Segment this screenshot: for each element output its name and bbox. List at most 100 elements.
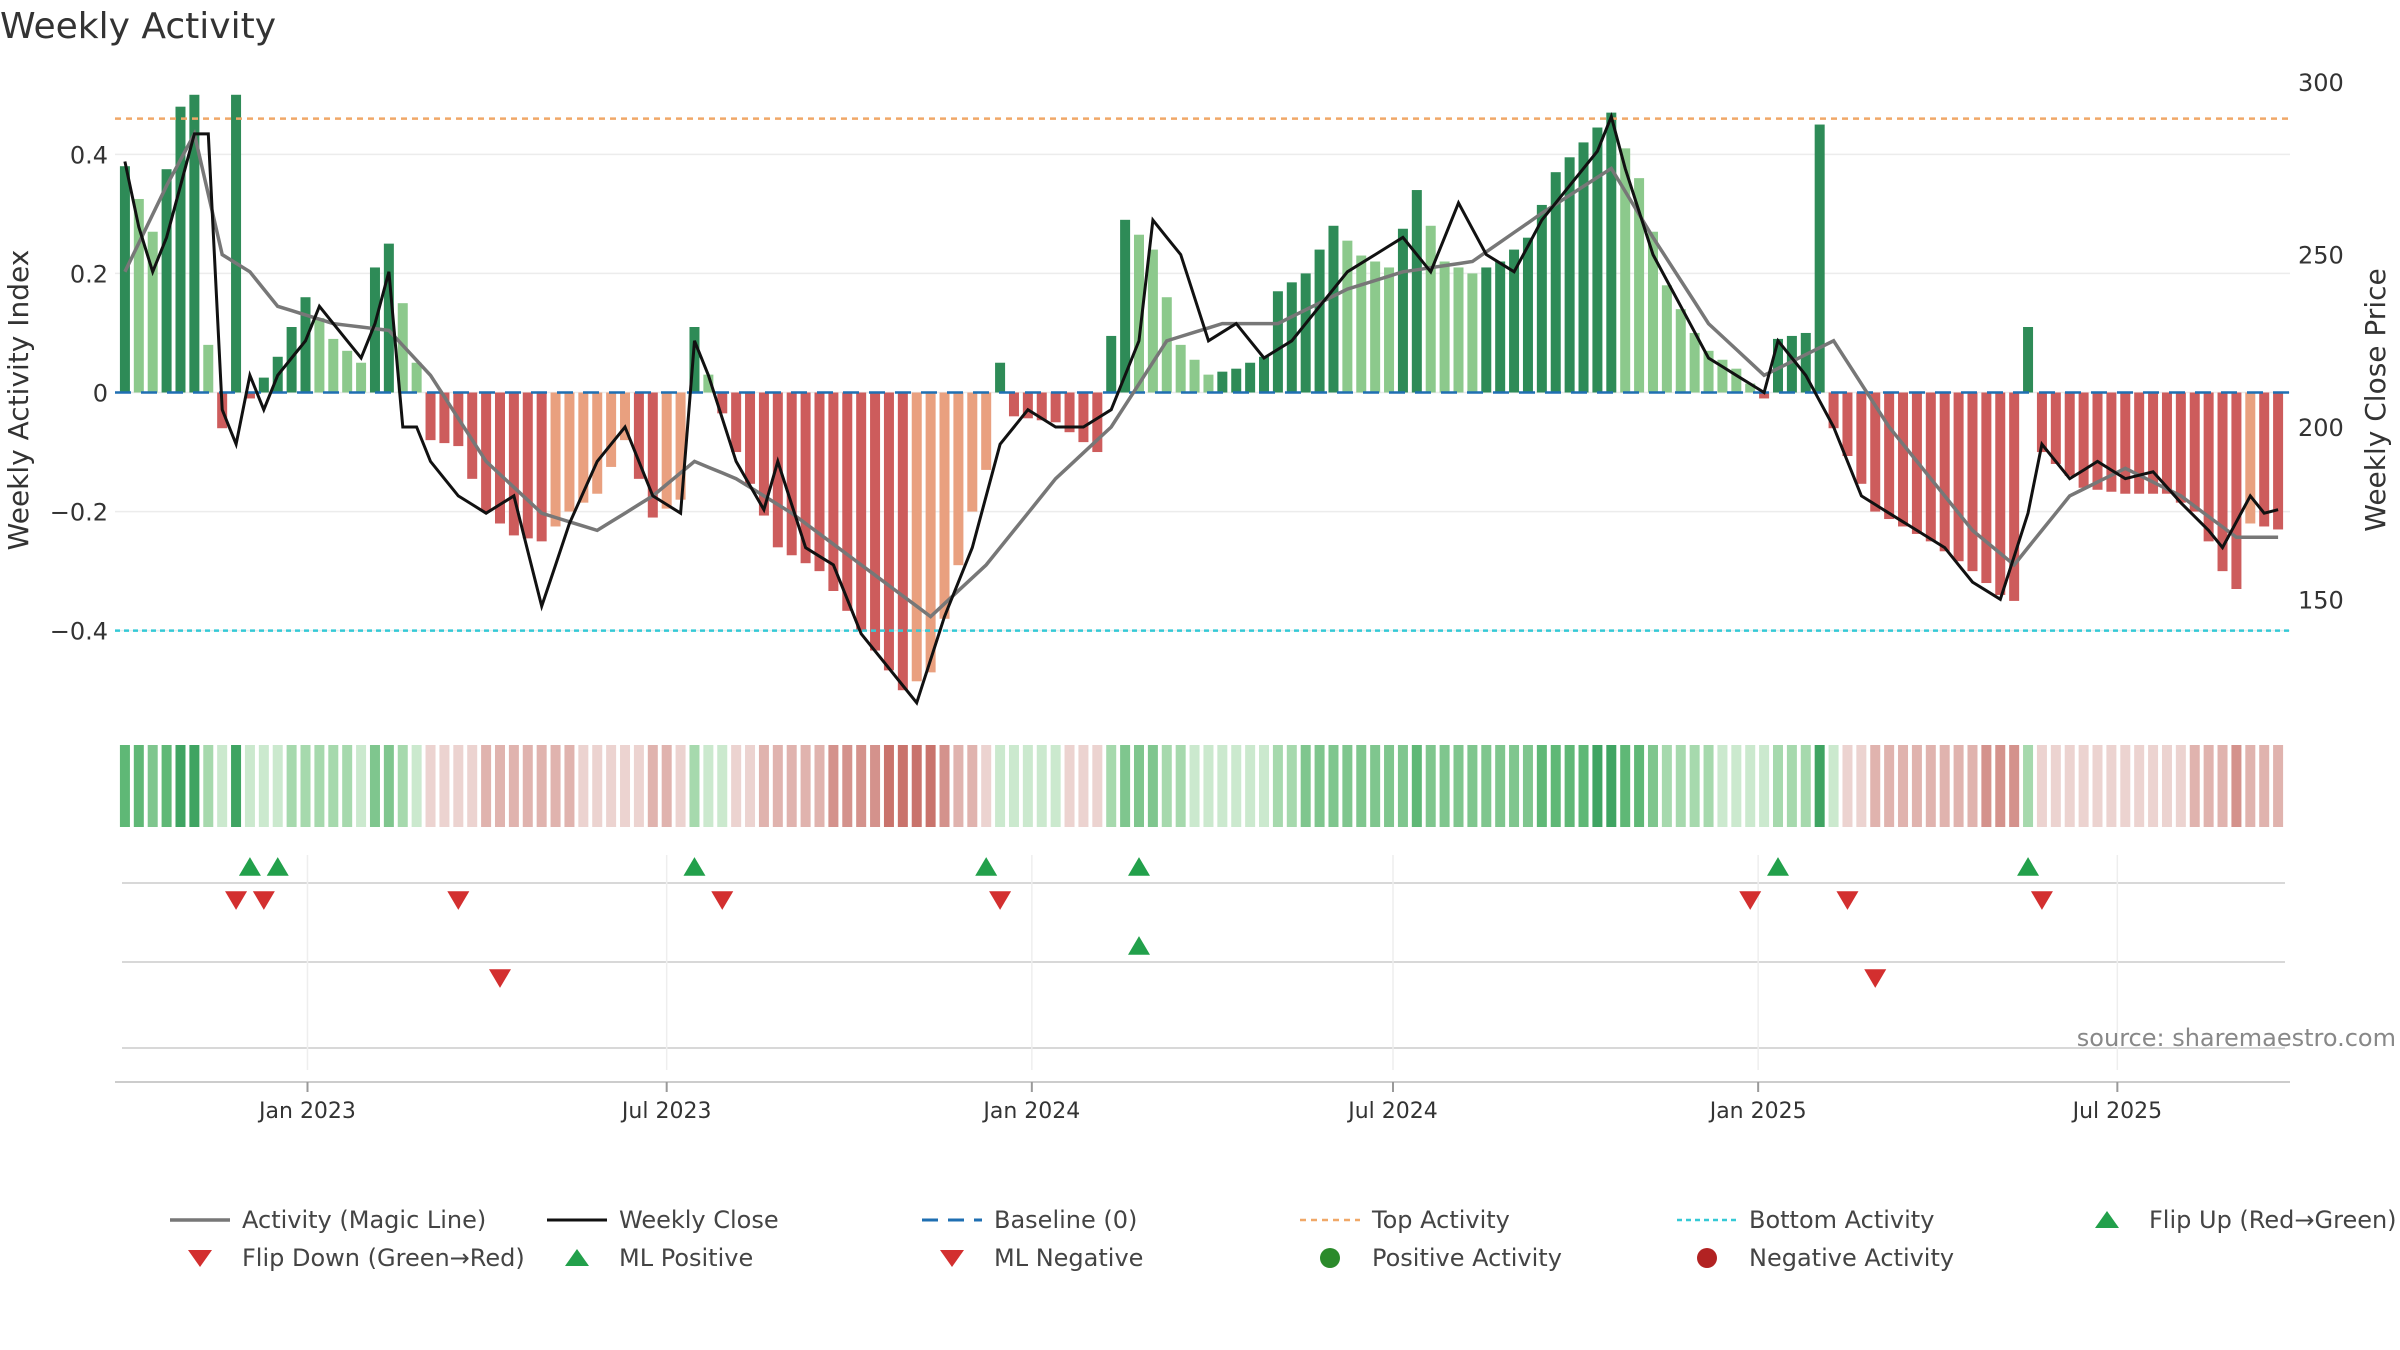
heat-cell xyxy=(1272,745,1283,827)
activity-bar xyxy=(522,392,533,539)
activity-bar xyxy=(758,392,769,516)
activity-bar xyxy=(1092,392,1103,453)
heat-cell xyxy=(1773,745,1784,827)
activity-bar xyxy=(1495,261,1506,393)
activity-bar xyxy=(1425,225,1436,393)
source-credit: source: sharemaestro.com xyxy=(2077,1024,2396,1052)
activity-bar xyxy=(1272,291,1283,393)
heat-cell xyxy=(717,745,728,827)
heat-cell xyxy=(1870,745,1881,827)
y-tick-label: 0.2 xyxy=(70,260,108,288)
activity-bar xyxy=(578,392,589,503)
activity-bar xyxy=(995,362,1006,393)
activity-bar xyxy=(1342,240,1353,393)
heat-cell xyxy=(522,745,533,827)
legend-symbol-icon xyxy=(545,1243,609,1273)
activity-bar xyxy=(981,392,992,470)
activity-bar xyxy=(1161,297,1172,393)
activity-bar xyxy=(1175,344,1186,393)
activity-bar xyxy=(1828,392,1839,429)
activity-bar xyxy=(411,362,422,393)
heat-cell xyxy=(620,745,631,827)
heat-cell xyxy=(2189,745,2200,827)
activity-bar xyxy=(342,350,353,393)
activity-bar xyxy=(564,392,575,512)
flip-up-marker xyxy=(238,857,261,876)
activity-bar xyxy=(745,392,756,484)
activity-bar xyxy=(1231,368,1242,393)
legend-item: Flip Up (Red→Green) xyxy=(2075,1200,2397,1240)
magic-line xyxy=(123,128,2279,619)
activity-bar xyxy=(883,392,894,671)
activity-bar xyxy=(1898,392,1909,527)
heat-cell xyxy=(758,745,769,827)
activity-bar xyxy=(1522,237,1533,393)
activity-bar xyxy=(1536,204,1547,393)
heat-cell xyxy=(1286,745,1297,827)
activity-bar xyxy=(1995,392,2006,595)
activity-bar xyxy=(258,377,269,393)
legend-label: Flip Down (Green→Red) xyxy=(242,1244,525,1272)
heat-cell xyxy=(1884,745,1895,827)
flip-down-marker xyxy=(2030,891,2053,910)
x-axis: Jan 2023 Jul 2023 Jan 2024 Jul 2024 Jan 2025… xyxy=(115,1081,2290,1124)
heat-cell xyxy=(258,745,269,827)
legend-label: Bottom Activity xyxy=(1749,1206,1935,1234)
activity-bar xyxy=(1953,392,1964,562)
legend-label: Top Activity xyxy=(1372,1206,1510,1234)
activity-bar xyxy=(1925,392,1936,542)
heat-cell xyxy=(2259,745,2270,827)
ml-positive-marker xyxy=(1127,936,1150,955)
activity-bar xyxy=(1008,392,1019,417)
activity-bar xyxy=(2064,392,2075,476)
activity-bar xyxy=(244,392,255,399)
heat-cell xyxy=(1564,745,1575,827)
activity-bar xyxy=(1689,332,1700,393)
heat-cell xyxy=(1259,745,1270,827)
activity-bar xyxy=(189,94,200,393)
activity-bar xyxy=(2203,392,2214,542)
y2-tick-label: 200 xyxy=(2298,414,2344,442)
heat-cell xyxy=(1800,745,1811,827)
x-tick-label: Jul 2025 xyxy=(2071,1099,2163,1124)
heat-cell xyxy=(731,745,742,827)
activity-bar xyxy=(1481,267,1492,393)
heat-cell xyxy=(1856,745,1867,827)
heat-cell xyxy=(1175,745,1186,827)
legend-label: Flip Up (Red→Green) xyxy=(2149,1206,2397,1234)
legend-item: Top Activity xyxy=(1298,1200,1510,1240)
activity-bar xyxy=(2161,392,2172,494)
activity-bar xyxy=(675,392,686,500)
flip-down-marker xyxy=(225,891,248,910)
heat-cell xyxy=(1397,745,1408,827)
heat-cell xyxy=(772,745,783,827)
activity-bar xyxy=(1356,255,1367,393)
heat-cell xyxy=(1647,745,1658,827)
heat-cell xyxy=(925,745,936,827)
heat-cell xyxy=(1050,745,1061,827)
activity-bar xyxy=(1397,228,1408,393)
heat-cell xyxy=(2134,745,2145,827)
legend-symbol-icon xyxy=(920,1243,984,1273)
heat-cell xyxy=(439,745,450,827)
activity-bar xyxy=(842,392,853,611)
heat-cell xyxy=(1022,745,1033,827)
activity-bar xyxy=(1036,392,1047,421)
activity-bar xyxy=(231,94,242,393)
activity-bar xyxy=(1300,273,1311,393)
y-tick-label: 0.4 xyxy=(70,141,108,169)
activity-bar xyxy=(1717,359,1728,393)
heat-cell xyxy=(1106,745,1117,827)
activity-bar xyxy=(1759,392,1770,399)
activity-bar xyxy=(481,392,492,512)
activity-bar xyxy=(1675,309,1686,393)
activity-bar xyxy=(175,106,186,393)
activity-bar xyxy=(161,169,172,393)
heat-cell xyxy=(1509,745,1520,827)
heat-cell xyxy=(147,745,158,827)
heat-cell xyxy=(1620,745,1631,827)
heat-cell xyxy=(1342,745,1353,827)
activity-bar xyxy=(203,344,214,393)
heat-cell xyxy=(2273,745,2284,827)
ml-negative-marker xyxy=(1864,969,1887,988)
